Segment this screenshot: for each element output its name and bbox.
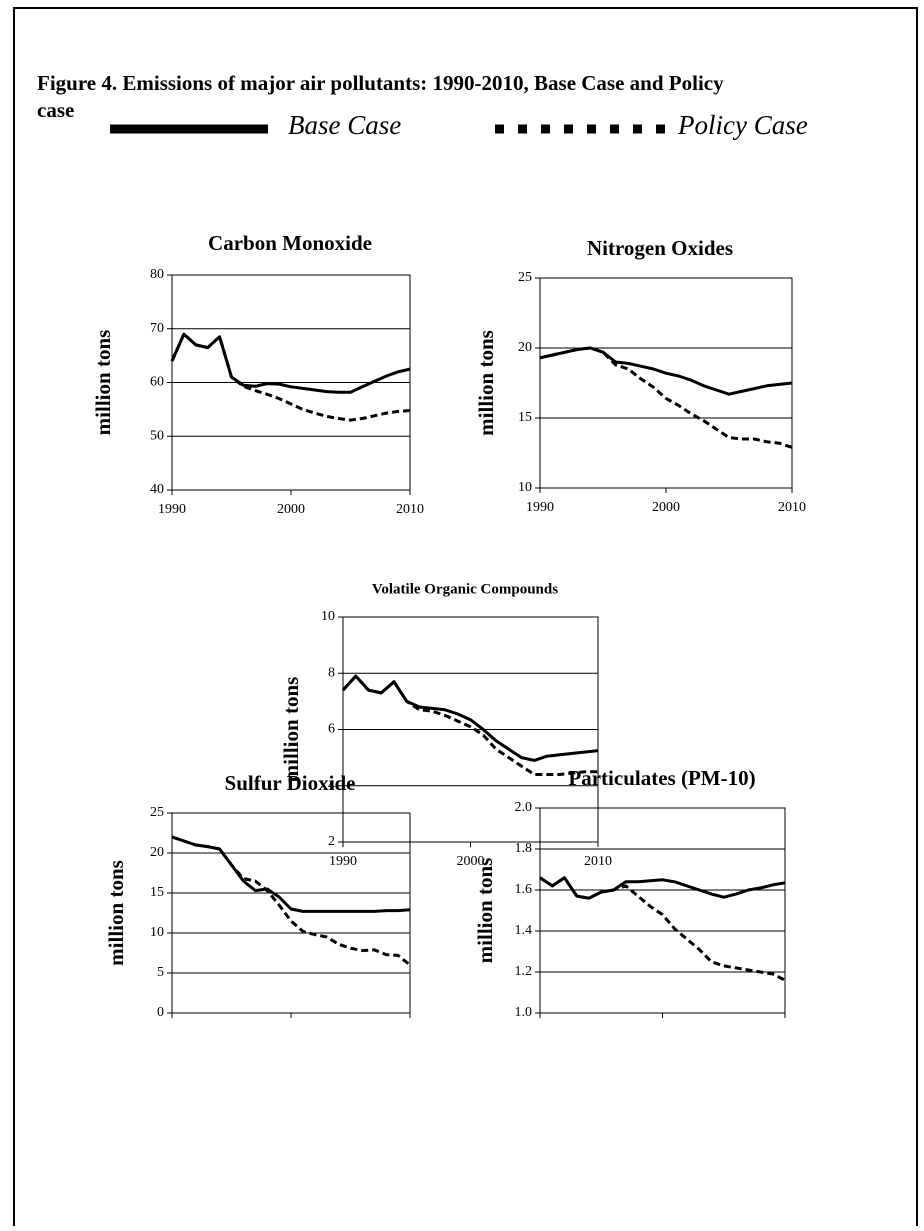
y-tick-label: 2 xyxy=(328,834,335,849)
y-tick-label: 5 xyxy=(157,965,164,980)
y-tick-label: 10 xyxy=(150,925,164,940)
y-axis-label: million tons xyxy=(91,330,115,436)
y-tick-label: 50 xyxy=(150,428,164,443)
y-tick-label: 40 xyxy=(150,482,164,497)
chart-title: Nitrogen Oxides xyxy=(587,236,733,260)
x-tick-label: 2000 xyxy=(652,500,680,515)
frame xyxy=(13,7,918,1231)
x-tick-label: 2000 xyxy=(277,502,305,517)
y-tick-label: 8 xyxy=(328,665,335,680)
plot-frame xyxy=(539,807,786,1014)
y-tick-label: 20 xyxy=(150,845,164,860)
y-axis-label: million tons xyxy=(279,677,303,783)
x-tick-label: 2010 xyxy=(584,854,612,869)
y-tick-label: 1.0 xyxy=(515,1005,533,1020)
base-line xyxy=(170,332,411,394)
y-tick-label: 4 xyxy=(328,778,335,793)
y-tick-label: 80 xyxy=(150,267,164,282)
base-line xyxy=(171,835,411,913)
y-tick-label: 70 xyxy=(150,321,164,336)
y-tick-label: 1.8 xyxy=(515,841,533,856)
y-tick-label: 20 xyxy=(518,340,532,355)
x-tick-label: 2010 xyxy=(778,500,806,515)
y-tick-label: 25 xyxy=(150,805,164,820)
legend-label: Base Case xyxy=(288,110,401,140)
legend-label: Policy Case xyxy=(677,110,808,140)
y-tick-label: 15 xyxy=(150,885,164,900)
x-tick-label: 1990 xyxy=(526,500,554,515)
chart-title: Carbon Monoxide xyxy=(208,231,372,255)
y-tick-label: 10 xyxy=(518,480,532,495)
base-line xyxy=(341,674,599,762)
x-tick-label: 1990 xyxy=(329,854,357,869)
y-tick-label: 0 xyxy=(157,1005,164,1020)
x-tick-label: 2000 xyxy=(457,854,485,869)
y-tick-label: 25 xyxy=(518,270,532,285)
y-tick-label: 15 xyxy=(518,410,532,425)
y-axis-label: million tons xyxy=(104,860,128,966)
y-tick-label: 6 xyxy=(328,722,335,737)
policy-line xyxy=(170,332,411,422)
policy-line xyxy=(539,346,793,449)
policy-line xyxy=(341,674,598,776)
y-tick-label: 60 xyxy=(150,375,164,390)
x-tick-label: 2010 xyxy=(396,502,424,517)
chart-title: Volatile Organic Compounds xyxy=(372,581,558,597)
y-tick-label: 1.4 xyxy=(515,923,533,938)
y-tick-label: 10 xyxy=(321,609,335,624)
y-tick-label: 2.0 xyxy=(515,800,533,815)
plot-frame xyxy=(539,277,793,489)
y-axis-label: million tons xyxy=(473,858,497,964)
x-tick-label: 1990 xyxy=(158,502,186,517)
plot-frame xyxy=(171,812,411,1014)
chart-title: Sulfur Dioxide xyxy=(225,771,356,795)
base-line xyxy=(539,346,793,396)
y-axis-label: million tons xyxy=(474,330,498,436)
y-tick-label: 1.2 xyxy=(515,964,533,979)
y-tick-label: 1.6 xyxy=(515,882,533,897)
chart-title: Particulates (PM-10) xyxy=(568,766,755,790)
policy-line xyxy=(539,876,786,982)
figure-title: Figure 4. Emissions of major air polluta… xyxy=(37,71,724,122)
policy-line xyxy=(171,835,411,967)
